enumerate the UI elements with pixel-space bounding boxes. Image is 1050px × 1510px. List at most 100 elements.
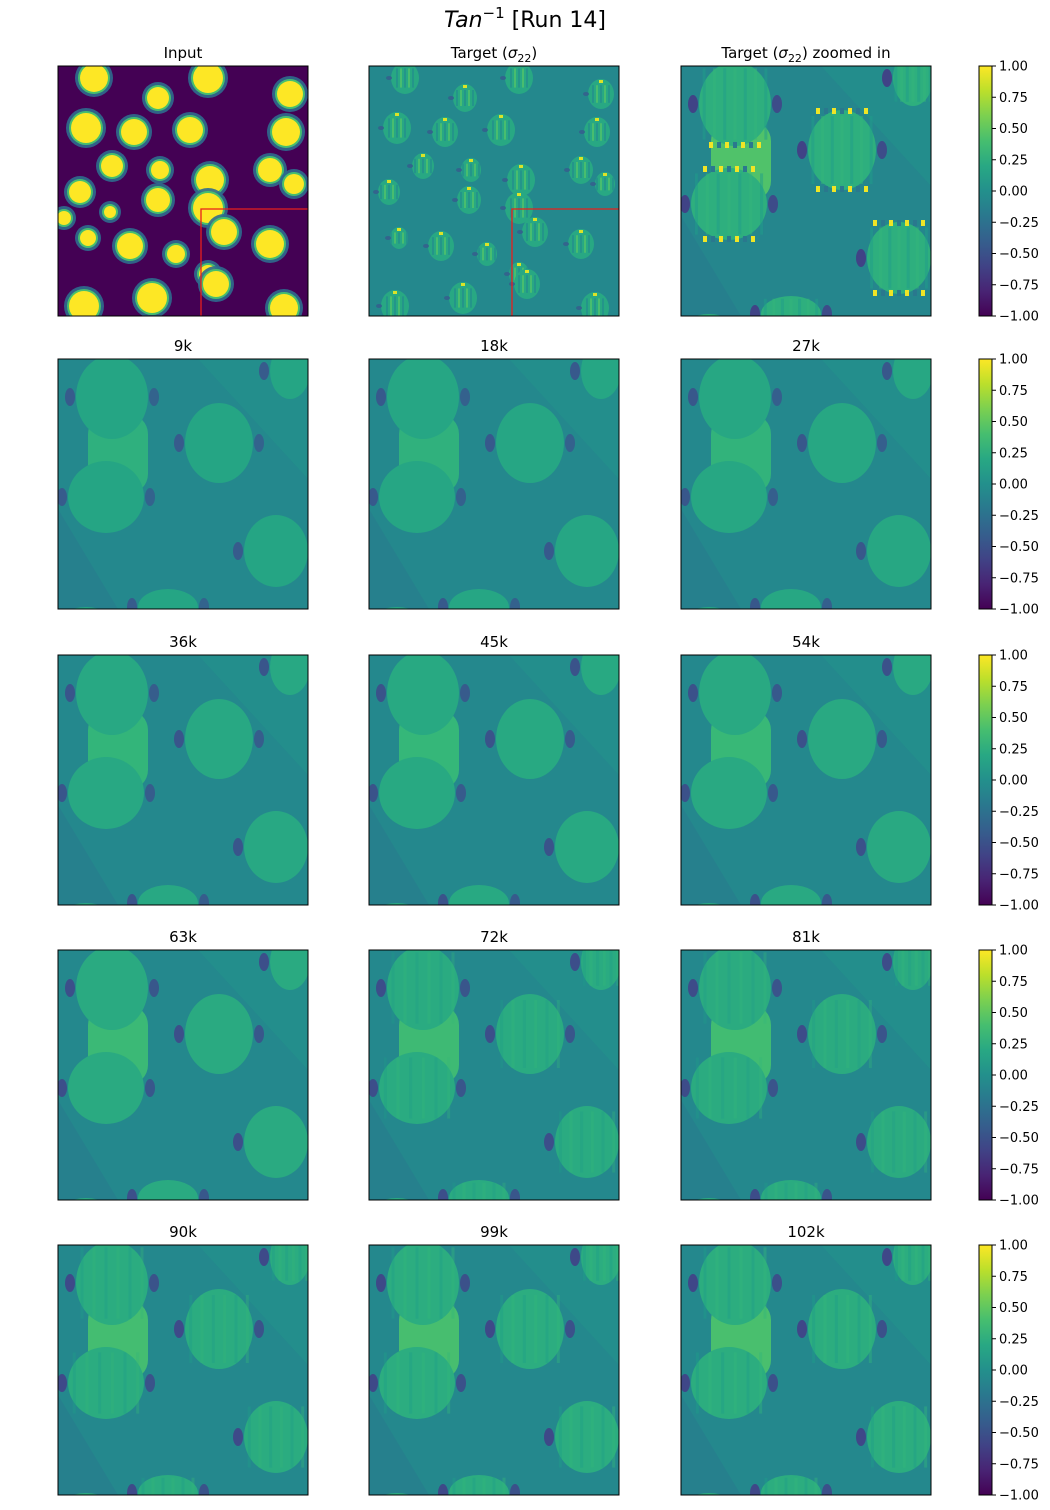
colorbar-tick-label: −0.25 <box>999 1395 1039 1410</box>
heatmap-image <box>681 66 931 316</box>
colorbar-tick-label: −0.50 <box>999 836 1039 851</box>
panel-input: Input <box>57 44 309 317</box>
panel-frame <box>680 1244 932 1496</box>
heatmap-image <box>369 66 619 316</box>
panel-frame <box>57 65 309 317</box>
colorbar-tick-label: 0.25 <box>999 742 1028 757</box>
panel-81k: 81k <box>680 928 932 1201</box>
colorbar-tick-label: −0.25 <box>999 805 1039 820</box>
panel-frame <box>57 654 309 906</box>
colorbar-tick-label: 0.50 <box>999 1301 1028 1316</box>
zoom-region-box <box>200 208 308 316</box>
colorbar: 1.00 0.75 0.50 0.25 0.00 −0.25 −0.50 −0.75 −1.00 <box>978 944 1039 1209</box>
colorbar-gradient <box>978 358 993 610</box>
colorbar-tick-label: −0.25 <box>999 1100 1039 1115</box>
panel-title: 9k <box>174 337 193 355</box>
panel-frame <box>680 358 932 610</box>
colorbar-tick-label: 0.75 <box>999 975 1028 990</box>
colorbar-tick-label: −0.50 <box>999 1426 1039 1441</box>
panel-frame <box>680 654 932 906</box>
panel-frame <box>57 1244 309 1496</box>
colorbar-tick-label: 0.25 <box>999 1037 1028 1052</box>
panel-title: 36k <box>169 633 197 651</box>
figure-title: Tan−1 [Run 14] <box>444 4 606 33</box>
colorbar-tick-label: 1.00 <box>999 60 1028 75</box>
colorbar-tick-label: −1.00 <box>999 899 1039 914</box>
colorbar-tick-label: 0.50 <box>999 415 1028 430</box>
panel-36k: 36k <box>57 633 309 906</box>
heatmap-image <box>58 950 308 1200</box>
panel-9k: 9k <box>57 337 309 610</box>
colorbar-tick-label: −0.50 <box>999 247 1039 262</box>
colorbar-tick-label: −1.00 <box>999 1489 1039 1504</box>
colorbar-tick-label: 0.75 <box>999 91 1028 106</box>
colorbar-tick-label: −0.75 <box>999 278 1039 293</box>
panel-frame <box>368 65 620 317</box>
colorbar-tick-label: 0.75 <box>999 680 1028 695</box>
colorbar-tick-label: 0.25 <box>999 153 1028 168</box>
colorbar-tick-label: −0.50 <box>999 540 1039 555</box>
panel-title: 18k <box>480 337 508 355</box>
colorbar: 1.00 0.75 0.50 0.25 0.00 −0.25 −0.50 −0.75 −1.00 <box>978 1239 1039 1504</box>
panel-18k: 18k <box>368 337 620 610</box>
colorbar-tick-label: 0.75 <box>999 1270 1028 1285</box>
panel-27k: 27k <box>680 337 932 610</box>
colorbar-tick-label: 0.50 <box>999 1006 1028 1021</box>
colorbar-column: 1.00 0.75 0.50 0.25 0.00 −0.25 −0.50 −0.75 −1.00… <box>978 60 1039 1504</box>
panel-target: Target (σ22) <box>368 44 620 317</box>
panel-frame <box>368 654 620 906</box>
panel-title: 72k <box>480 928 508 946</box>
heatmap-image <box>58 66 308 316</box>
colorbar: 1.00 0.75 0.50 0.25 0.00 −0.25 −0.50 −0.75 −1.00 <box>978 60 1039 325</box>
panel-title: 90k <box>169 1223 197 1241</box>
heatmap-image <box>369 1245 619 1495</box>
panel-title: Input <box>164 44 203 62</box>
colorbar-tick-label: −0.75 <box>999 1457 1039 1472</box>
colorbar-tick-label: 0.25 <box>999 1332 1028 1347</box>
panel-title: 102k <box>787 1223 825 1241</box>
colorbar-gradient <box>978 949 993 1201</box>
colorbar-tick-label: −0.75 <box>999 867 1039 882</box>
colorbar-tick-label: 0.00 <box>999 478 1028 493</box>
panel-54k: 54k <box>680 633 932 906</box>
heatmap-image <box>369 359 619 609</box>
heatmap-image <box>681 359 931 609</box>
colorbar-tick-label: −0.25 <box>999 216 1039 231</box>
colorbar-tick-label: −1.00 <box>999 310 1039 325</box>
colorbar: 1.00 0.75 0.50 0.25 0.00 −0.25 −0.50 −0.75 −1.00 <box>978 353 1039 618</box>
colorbar-tick-label: 0.75 <box>999 384 1028 399</box>
panel-title: 99k <box>480 1223 508 1241</box>
heatmap-image <box>58 1245 308 1495</box>
panel-99k: 99k <box>368 1223 620 1496</box>
panel-title: 63k <box>169 928 197 946</box>
panel-45k: 45k <box>368 633 620 906</box>
panel-72k: 72k <box>368 928 620 1201</box>
heatmap-image <box>681 655 931 905</box>
panel-frame <box>57 358 309 610</box>
panel-frame <box>680 949 932 1201</box>
colorbar-tick-label: 0.00 <box>999 185 1028 200</box>
colorbar-gradient <box>978 1244 993 1496</box>
heatmap-image <box>369 950 619 1200</box>
colorbar-tick-label: 1.00 <box>999 353 1028 368</box>
colorbar-tick-label: 0.25 <box>999 446 1028 461</box>
colorbar-tick-label: −0.75 <box>999 571 1039 586</box>
panel-grid: Input Target (σ22) Target (σ22) zoomed in 9… <box>57 44 932 1496</box>
heatmap-image <box>681 950 931 1200</box>
heatmap-image <box>681 1245 931 1495</box>
colorbar-tick-label: −0.75 <box>999 1162 1039 1177</box>
colorbar-tick-label: 0.00 <box>999 774 1028 789</box>
panel-title: 81k <box>792 928 820 946</box>
colorbar-tick-label: −0.25 <box>999 509 1039 524</box>
panel-frame <box>57 949 309 1201</box>
panel-title: 27k <box>792 337 820 355</box>
colorbar: 1.00 0.75 0.50 0.25 0.00 −0.25 −0.50 −0.75 −1.00 <box>978 649 1039 914</box>
panel-title: 54k <box>792 633 820 651</box>
colorbar-tick-label: 1.00 <box>999 944 1028 959</box>
panel-target-zoomed: Target (σ22) zoomed in <box>680 44 932 317</box>
colorbar-gradient <box>978 654 993 906</box>
panel-63k: 63k <box>57 928 309 1201</box>
heatmap-image <box>58 359 308 609</box>
panel-frame <box>368 1244 620 1496</box>
